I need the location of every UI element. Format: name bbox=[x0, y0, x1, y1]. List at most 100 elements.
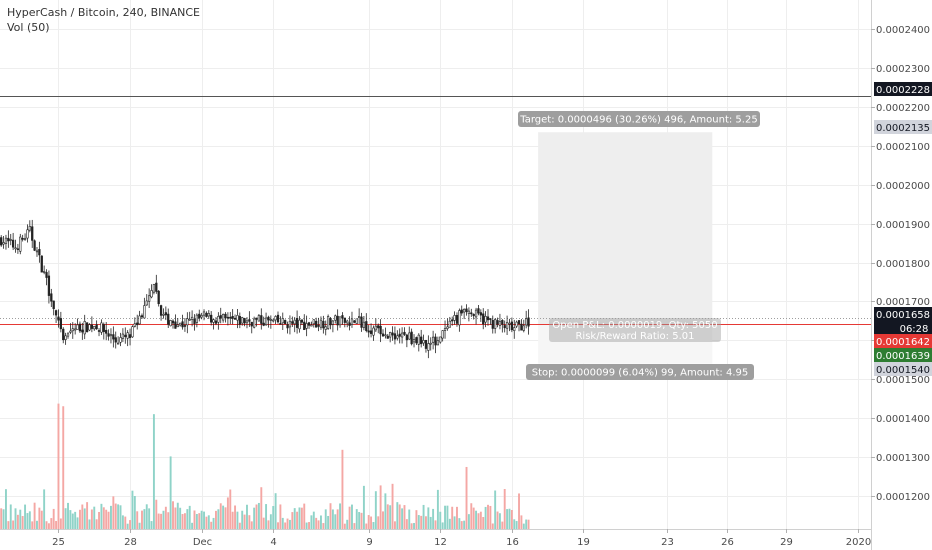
volume-bar bbox=[298, 507, 301, 529]
volume-bar bbox=[487, 504, 489, 529]
volume-bar bbox=[308, 522, 310, 529]
volume-bar bbox=[78, 509, 81, 529]
volume-bar bbox=[145, 504, 148, 529]
volume-bar bbox=[396, 502, 399, 529]
volume-bar bbox=[351, 504, 353, 529]
candle-body bbox=[448, 320, 451, 328]
candle-body bbox=[105, 329, 108, 334]
candle-body bbox=[26, 229, 29, 239]
candle-body bbox=[417, 334, 420, 345]
candle-body bbox=[126, 332, 129, 339]
candle-body bbox=[9, 239, 12, 241]
volume-bar bbox=[451, 506, 454, 529]
candle-body bbox=[162, 314, 165, 316]
volume-bar bbox=[355, 509, 358, 529]
candle-body bbox=[176, 324, 179, 328]
volume-bar bbox=[518, 493, 520, 529]
volume-bar bbox=[26, 513, 29, 529]
risk-reward-label: Risk/Reward Ratio: 5.01 bbox=[575, 331, 694, 342]
candle-body bbox=[238, 316, 241, 325]
volume-bar bbox=[515, 521, 518, 529]
volume-bar bbox=[260, 487, 263, 529]
volume-bar bbox=[365, 523, 368, 529]
candle-body bbox=[458, 310, 461, 326]
price-axis-label: 0.0001400 bbox=[876, 414, 930, 425]
position-labels[interactable]: Target: 0.0000496 (30.26%) 496, Amount: … bbox=[518, 111, 760, 380]
candle-body bbox=[408, 332, 411, 340]
volume-bar bbox=[300, 507, 303, 529]
candle-body bbox=[467, 310, 471, 314]
volume-bar bbox=[506, 509, 509, 529]
candle-body bbox=[52, 300, 55, 310]
candle-body bbox=[346, 320, 349, 324]
volume-bar bbox=[62, 406, 65, 529]
time-axis-label: 23 bbox=[661, 537, 674, 548]
candle-body bbox=[109, 334, 113, 337]
volume-bar bbox=[274, 493, 277, 529]
volume-bar bbox=[207, 515, 210, 529]
candle-body bbox=[398, 333, 401, 337]
volume-bar bbox=[38, 507, 41, 529]
candle-body bbox=[11, 239, 15, 248]
candle-body bbox=[465, 308, 468, 312]
candle-body bbox=[367, 330, 370, 333]
candle-body bbox=[107, 333, 110, 337]
volume-bar bbox=[138, 522, 141, 529]
volume-bar bbox=[405, 519, 408, 529]
volume-bar bbox=[348, 506, 351, 529]
price-lines bbox=[0, 96, 871, 325]
price-axis-label: 0.0001800 bbox=[876, 259, 930, 270]
volume-bar bbox=[136, 511, 139, 529]
candle-body bbox=[293, 319, 296, 325]
price-axis-label: 0.0001900 bbox=[876, 220, 930, 231]
candle-body bbox=[171, 320, 175, 324]
candle-body bbox=[510, 321, 513, 331]
volume-bar bbox=[508, 508, 511, 529]
candle-body bbox=[434, 336, 437, 346]
price-axis-label: 0.0002300 bbox=[876, 64, 930, 75]
volume-bar bbox=[126, 523, 129, 529]
symbol-title[interactable]: HyperCash / Bitcoin, 240, BINANCE bbox=[7, 6, 200, 19]
volume-bar bbox=[229, 489, 232, 529]
long-position-tool[interactable] bbox=[538, 132, 713, 364]
volume-bar bbox=[176, 502, 179, 529]
volume-indicator-label[interactable]: Vol (50) bbox=[7, 21, 50, 34]
chart-legend[interactable]: HyperCash / Bitcoin, 240, BINANCE Vol (5… bbox=[7, 6, 200, 34]
volume-bar bbox=[55, 520, 58, 529]
volume-bar bbox=[253, 507, 256, 529]
volume-bar bbox=[215, 510, 217, 529]
volume-bar bbox=[40, 510, 43, 529]
candle-body bbox=[369, 330, 373, 334]
candle-body bbox=[90, 324, 94, 329]
time-axis-label: 29 bbox=[780, 537, 793, 548]
candle-body bbox=[362, 321, 366, 328]
candle-body bbox=[150, 290, 153, 298]
volume-bar bbox=[379, 485, 382, 529]
candle-body bbox=[374, 325, 377, 331]
volume-bar bbox=[203, 511, 205, 529]
candle-body bbox=[405, 334, 408, 341]
bid-price-text: 0.0001639 bbox=[876, 351, 930, 362]
candle-body bbox=[186, 318, 189, 326]
volume-bar bbox=[205, 516, 208, 529]
candle-body bbox=[164, 312, 167, 316]
candle-body bbox=[446, 326, 449, 329]
time-axis[interactable]: 25 28 Dec 4 9 12 16 19 23 26 29 2020 bbox=[52, 529, 871, 548]
candle-body bbox=[143, 305, 146, 319]
candle-body bbox=[21, 238, 24, 240]
candle-body bbox=[477, 308, 480, 314]
stop-price-text: 0.0001540 bbox=[876, 365, 930, 376]
volume-bar bbox=[346, 519, 349, 529]
candle-body bbox=[515, 321, 518, 327]
volume-bar bbox=[69, 510, 72, 529]
candle-body bbox=[210, 314, 213, 323]
volume-bar bbox=[281, 517, 284, 529]
time-axis-label: 25 bbox=[52, 537, 65, 548]
time-axis-label: 16 bbox=[506, 537, 519, 548]
entry-price-tag bbox=[874, 334, 932, 348]
volume-bar bbox=[19, 509, 22, 529]
volume-bar bbox=[9, 504, 12, 529]
volume-bar bbox=[86, 502, 89, 529]
candle-body bbox=[355, 318, 358, 324]
